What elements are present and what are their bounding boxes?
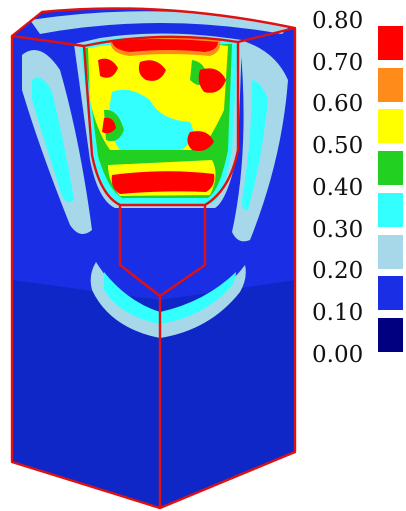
field-cyan-right-wing <box>242 80 268 211</box>
colorbar-tick-label: 0.50 <box>312 133 364 160</box>
field-cyan-lower-arc <box>104 272 236 324</box>
field-cyan-left-wing <box>32 77 74 203</box>
contour-field <box>12 8 295 509</box>
field-deep-left <box>12 280 160 508</box>
field-red-spot-lower-left <box>102 117 116 134</box>
field-red-spot-left <box>98 58 118 78</box>
field-red-spot-center <box>138 60 166 81</box>
colorbar-tick-label: 0.20 <box>312 258 364 285</box>
field-red-lower-band <box>111 171 215 194</box>
colorbar-tick-label: 0.10 <box>312 299 364 326</box>
field-cyan-middle <box>109 89 194 150</box>
field-red-top-band <box>112 39 218 52</box>
colorbar-tick-label: 0.70 <box>312 49 364 76</box>
colorbar-swatch <box>378 151 403 186</box>
colorbar-swatch <box>378 67 403 102</box>
colorbar-tick-label: 0.80 <box>312 8 364 34</box>
colorbar-tick-label: 0.40 <box>312 174 364 201</box>
colorbar-tick-label: 0.60 <box>312 91 364 118</box>
field-deep-right <box>160 280 295 508</box>
field-red-spot-lower-right <box>187 131 214 151</box>
cutaway-model <box>10 7 297 510</box>
colorbar-swatch <box>378 234 403 269</box>
colorbar-swatch <box>378 26 403 60</box>
colorbar-tick-label: 0.00 <box>312 341 364 368</box>
colorbar-swatch <box>378 109 403 144</box>
colorbar-tick-label: 0.30 <box>312 216 364 243</box>
colorbar-swatch <box>378 317 403 352</box>
cutaway-outline <box>10 7 297 510</box>
colorbar-swatch <box>378 276 403 311</box>
field-red-spot-right <box>198 68 226 93</box>
field-green-middle <box>104 60 208 142</box>
colorbar-swatch <box>378 192 403 227</box>
field-light-lower-arc <box>90 262 246 338</box>
